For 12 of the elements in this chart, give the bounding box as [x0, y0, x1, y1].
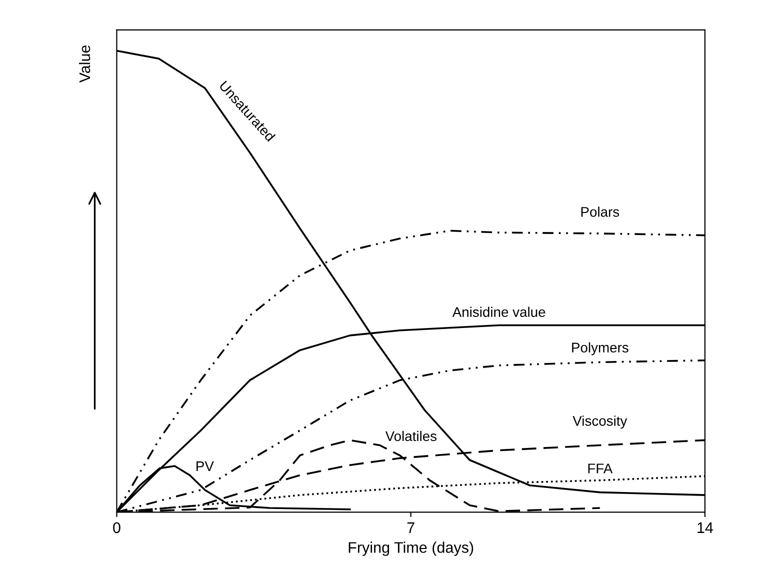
series-label: Polars: [581, 206, 620, 217]
series-label: Polymers: [572, 342, 628, 356]
x-tick-label: 14: [698, 522, 713, 533]
series-label: FFA: [588, 464, 613, 474]
series-label: PV: [196, 461, 214, 471]
series-label: Anisidine value: [452, 306, 546, 317]
x-tick-label: 0: [113, 522, 120, 534]
series-label: Volatiles: [385, 430, 437, 442]
x-axis-title: Frying Time (days): [348, 542, 474, 556]
x-tick-label: 7: [407, 522, 414, 533]
y-axis-title: Value: [78, 45, 90, 83]
series-label: Viscosity: [572, 416, 628, 429]
